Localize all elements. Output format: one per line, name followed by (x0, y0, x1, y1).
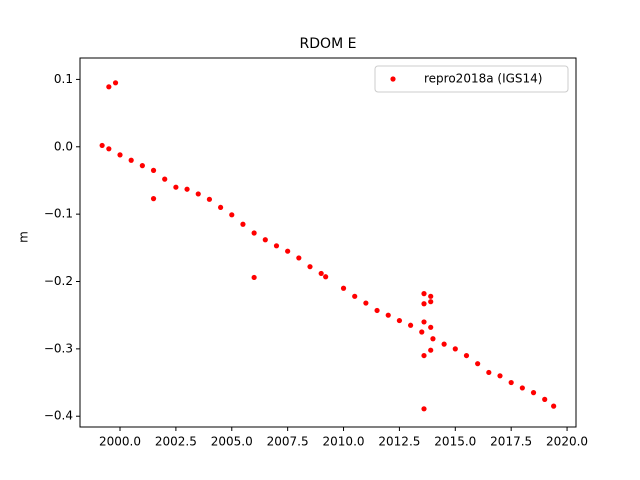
legend-marker (390, 76, 396, 82)
y-tick-label: 0.0 (54, 139, 73, 153)
x-tick-label: 2000.0 (99, 435, 141, 449)
x-tick-label: 2012.5 (378, 435, 420, 449)
data-point (421, 291, 427, 297)
data-point (128, 157, 134, 163)
data-point (486, 369, 492, 376)
data-point (542, 396, 548, 402)
data-point (251, 274, 257, 281)
data-point (150, 196, 157, 202)
y-tick-label: −0.2 (44, 274, 73, 288)
data-point (421, 352, 427, 359)
x-tick-label: 2020.0 (546, 435, 588, 449)
legend-label: repro2018a (IGS14) (424, 72, 542, 86)
data-point (421, 406, 427, 412)
data-point (296, 255, 302, 261)
data-point (318, 270, 324, 277)
data-point (551, 403, 557, 409)
data-point (229, 212, 235, 218)
y-tick-label: −0.3 (44, 341, 73, 355)
data-point (396, 317, 403, 324)
plot-frame (79, 57, 577, 428)
data-point (99, 142, 105, 149)
data-point (374, 307, 380, 314)
data-point (150, 167, 157, 173)
x-tick-label: 2007.5 (267, 435, 309, 449)
data-point (206, 196, 213, 202)
data-point (385, 312, 391, 318)
data-point (519, 385, 525, 391)
data-point (340, 285, 347, 291)
x-tick-label: 2010.0 (323, 435, 365, 449)
data-point (307, 264, 313, 270)
data-point (428, 324, 434, 330)
data-point (508, 379, 514, 386)
data-point (285, 248, 291, 254)
chart-title: RDOM E (300, 36, 357, 52)
data-point (463, 352, 470, 359)
data-point (363, 300, 369, 306)
data-point (452, 346, 458, 352)
data-point (475, 361, 481, 367)
data-point (352, 293, 358, 299)
data-point (139, 163, 145, 169)
data-point (421, 319, 427, 325)
data-point (162, 176, 168, 182)
data-point (184, 186, 190, 192)
data-point (428, 299, 434, 305)
data-point (441, 341, 447, 347)
data-point (419, 329, 425, 335)
data-point (195, 191, 201, 197)
data-point (407, 322, 414, 328)
data-point (428, 293, 434, 299)
x-tick-label: 2017.5 (490, 435, 532, 449)
x-tick-label: 2002.5 (155, 435, 197, 449)
data-point (251, 230, 257, 236)
data-point (106, 84, 112, 90)
x-tick-label: 2005.0 (211, 435, 253, 449)
data-point (173, 184, 179, 190)
data-point (240, 221, 246, 227)
y-tick-label: 0.1 (54, 72, 73, 86)
data-point (323, 274, 329, 280)
data-point (273, 243, 280, 249)
data-point (217, 204, 224, 211)
data-point (497, 373, 503, 379)
data-point (106, 146, 112, 152)
y-tick-label: −0.4 (44, 409, 73, 423)
data-point (262, 237, 268, 243)
data-point (428, 347, 434, 353)
data-point (530, 390, 537, 396)
data-point (430, 336, 436, 342)
y-tick-label: −0.1 (44, 207, 73, 221)
data-point (117, 152, 123, 158)
y-axis-label: m (17, 231, 31, 243)
data-point (421, 301, 427, 307)
data-point (112, 80, 119, 86)
legend-box (374, 65, 569, 93)
x-tick-label: 2015.0 (434, 435, 476, 449)
